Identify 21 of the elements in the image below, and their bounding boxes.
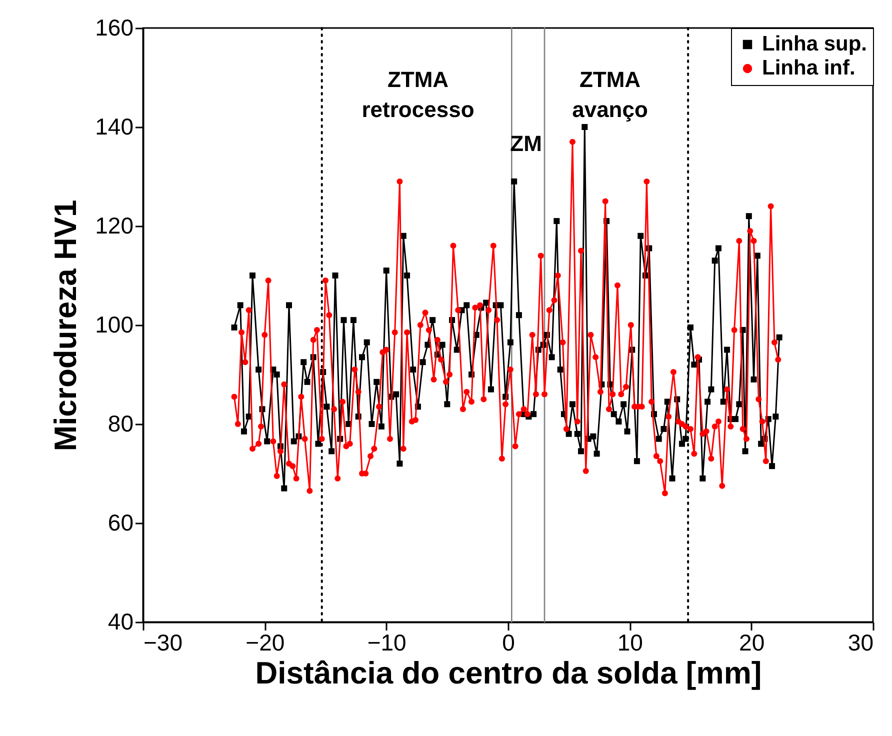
y-tick-label: 140 — [95, 114, 134, 140]
x-tick-label: 10 — [617, 630, 643, 656]
legend-label: Linha sup. — [762, 32, 867, 56]
y-tick-label: 100 — [95, 312, 134, 338]
annotation: ZM — [510, 131, 542, 156]
annotation: ZTMA avanço — [572, 67, 648, 122]
y-tick-label: 120 — [95, 212, 134, 238]
y-axis-title: Microdureza HV1 — [48, 200, 84, 452]
annotation: ZTMA retrocesso — [362, 67, 474, 122]
x-tick-label: −30 — [144, 630, 183, 656]
x-tick-label: −20 — [246, 630, 285, 656]
y-tick-label: 40 — [108, 608, 134, 634]
x-tick-label: 0 — [502, 630, 515, 656]
x-axis-title: Distância do centro da solda [mm] — [255, 656, 762, 690]
y-tick-label: 60 — [108, 510, 134, 536]
x-tick-label: −10 — [367, 630, 406, 656]
x-tick-label: 30 — [848, 630, 874, 656]
y-tick-label: 80 — [108, 410, 134, 436]
x-tick-label: 20 — [739, 630, 765, 656]
legend-label: Linha inf. — [762, 56, 856, 80]
y-tick-label: 160 — [95, 14, 134, 40]
